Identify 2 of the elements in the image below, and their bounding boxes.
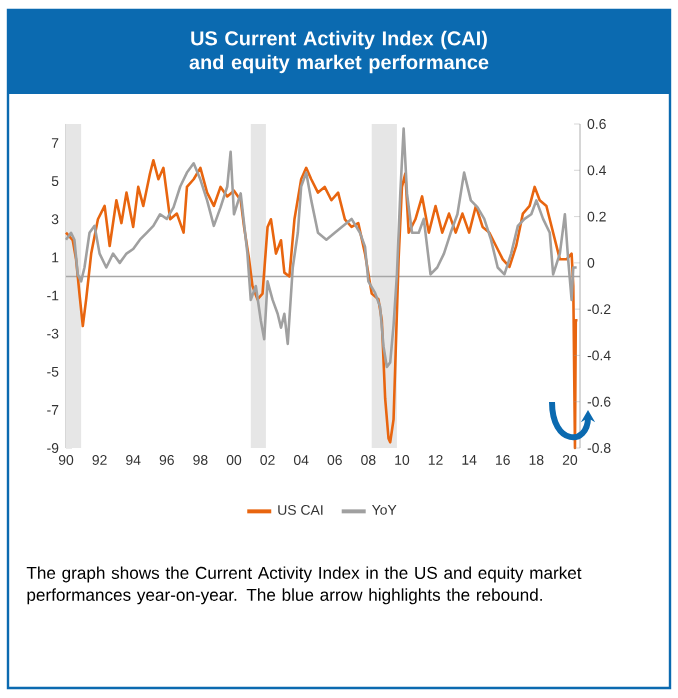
text: The graph shows the Current Activity Index in the US and equity market performances year-on-year. The blue arrow highlights the rebound. xyxy=(26,566,582,605)
chart-title: US Current Activity Index (CAI) and equity market performance xyxy=(189,30,489,74)
